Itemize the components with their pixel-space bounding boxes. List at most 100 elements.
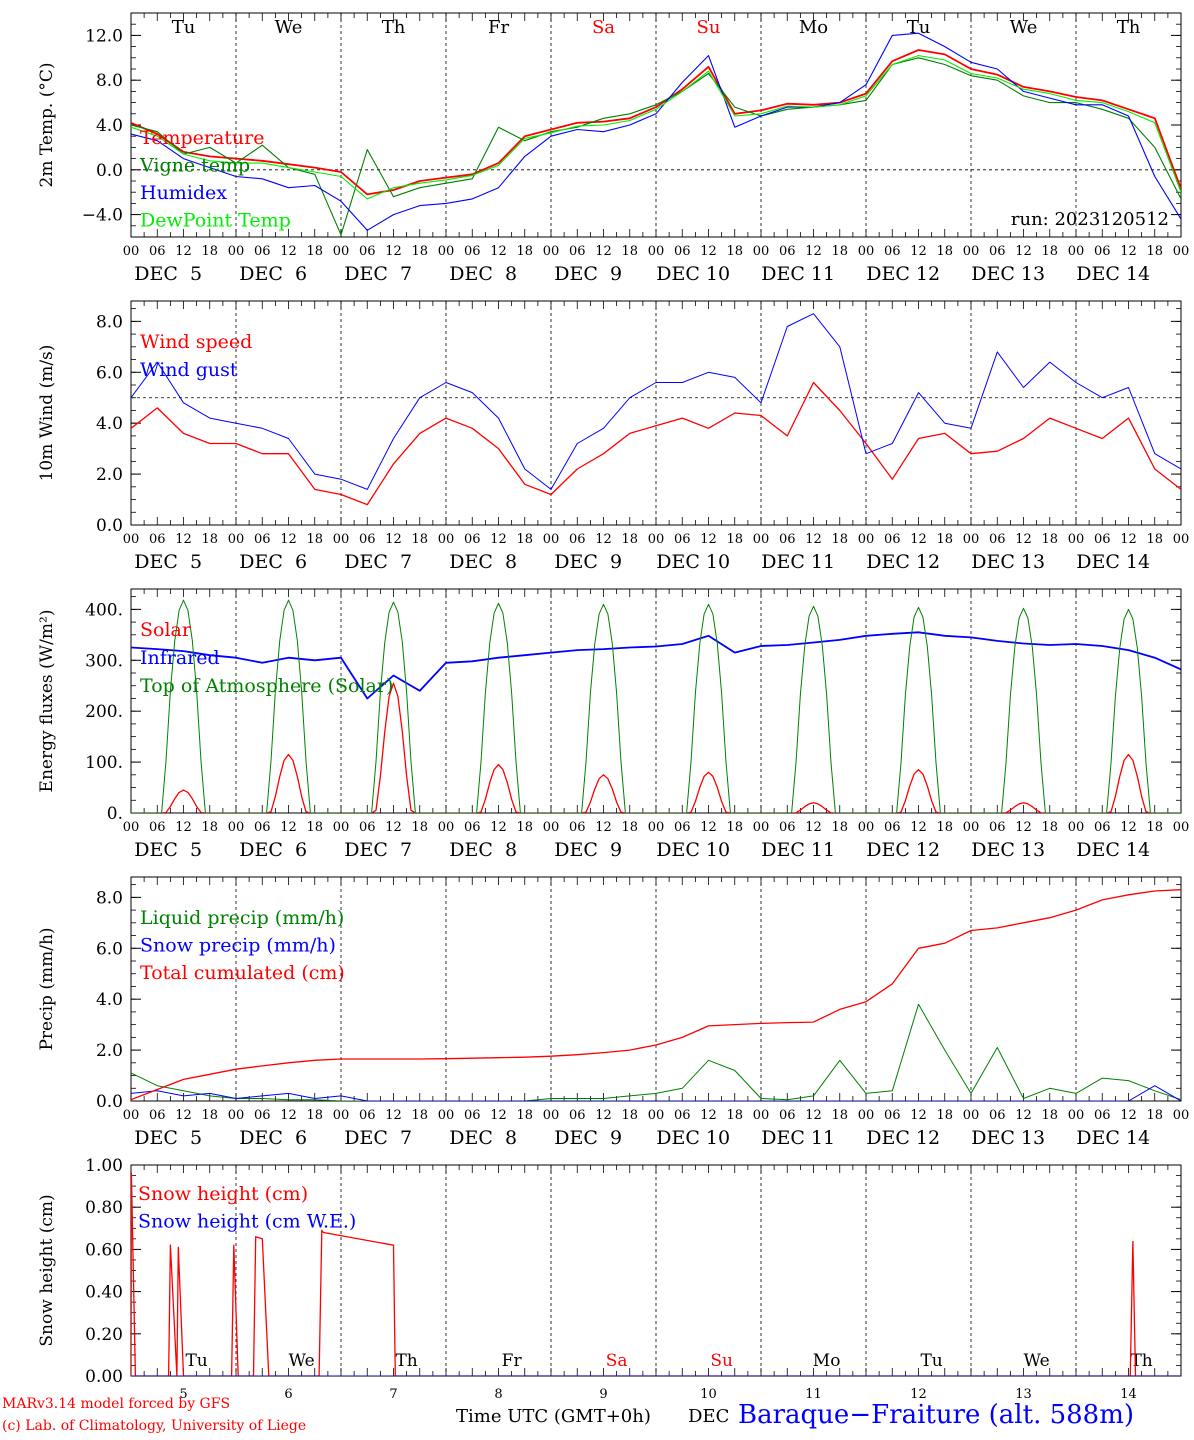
y-axis-title: Snow height (cm) — [37, 1194, 57, 1346]
hour-tick-label: 18 — [621, 532, 638, 547]
date-label: DEC 6 — [239, 839, 307, 861]
weekday-label: Sa — [606, 1351, 628, 1371]
panel-3: 0. 100. 200. 300. 400. Energy fluxes (W/m²) 00… — [37, 588, 1189, 861]
weekday-label: We — [1024, 1351, 1050, 1371]
hour-tick-label: 18 — [516, 532, 533, 547]
hour-tick-label: 06 — [884, 820, 901, 835]
date-label: DEC 11 — [761, 551, 835, 573]
hour-tick-label: 06 — [149, 820, 166, 835]
hour-tick-label: 06 — [884, 532, 901, 547]
hour-tick-label: 00 — [438, 820, 455, 835]
hour-tick-label: 06 — [674, 244, 691, 259]
hour-tick-label: 18 — [936, 820, 953, 835]
weekday-label: Tu — [907, 17, 931, 38]
hour-tick-label: 00 — [963, 1108, 980, 1123]
hour-tick-label: 18 — [936, 532, 953, 547]
hour-tick-label: 00 — [228, 532, 245, 547]
hour-tick-label: 06 — [674, 1108, 691, 1123]
plot-frame — [130, 12, 1182, 238]
y-tick-label: 100. — [85, 753, 123, 773]
legend-entry: Temperature — [140, 127, 264, 149]
hour-tick-label: 00 — [648, 1108, 665, 1123]
hour-tick-label: 06 — [989, 244, 1006, 259]
hour-tick-label: 12 — [280, 532, 297, 547]
hour-tick-label: 18 — [1146, 820, 1163, 835]
weekday-label: Fr — [488, 17, 509, 38]
hour-tick-label: 18 — [1041, 244, 1058, 259]
hour-tick-label: 18 — [306, 820, 323, 835]
hour-tick-label: 18 — [1041, 820, 1058, 835]
weekday-label: We — [289, 1351, 315, 1371]
hour-tick-label: 06 — [569, 1108, 586, 1123]
hour-tick-label: 12 — [1120, 532, 1137, 547]
y-tick-label: 1.00 — [85, 1156, 123, 1176]
hour-tick-label: 12 — [280, 820, 297, 835]
hour-tick-label: 06 — [254, 1108, 271, 1123]
hour-tick-label: 06 — [254, 532, 271, 547]
date-label: DEC 9 — [554, 551, 622, 573]
hour-tick-label: 00 — [543, 532, 560, 547]
date-label: DEC 5 — [134, 263, 202, 285]
day-number-label: 13 — [1015, 1387, 1032, 1402]
y-tick-label: 0.0 — [96, 516, 123, 536]
hour-tick-label: 00 — [1068, 532, 1085, 547]
hour-tick-label: 18 — [201, 532, 218, 547]
series-line-2 — [131, 313, 1181, 490]
hour-tick-label: 00 — [858, 244, 875, 259]
credit-line-1: MARv3.14 model forced by GFS — [2, 1396, 231, 1412]
y-tick-label: 300. — [85, 651, 123, 671]
series-line-1 — [131, 1172, 1181, 1376]
legend-entry: Infrared — [140, 647, 220, 669]
y-tick-label: 4.0 — [96, 116, 123, 136]
date-label: DEC 14 — [1076, 263, 1150, 285]
hour-tick-label: 06 — [884, 1108, 901, 1123]
date-label: DEC 14 — [1076, 551, 1150, 573]
date-label: DEC 7 — [344, 839, 412, 861]
date-label: DEC 10 — [656, 1127, 730, 1149]
legend-entry: Snow height (cm W.E.) — [138, 1211, 356, 1233]
series-line-2 — [131, 1085, 1181, 1101]
hour-tick-label: 12 — [1015, 820, 1032, 835]
hour-tick-label: 06 — [359, 244, 376, 259]
hour-tick-label: 06 — [1094, 532, 1111, 547]
run-annotation: run: 2023120512 — [1011, 209, 1169, 230]
hour-tick-label: 12 — [1120, 820, 1137, 835]
legend-entry: Solar — [140, 619, 192, 641]
hour-tick-label: 12 — [910, 532, 927, 547]
hour-tick-label: 12 — [385, 532, 402, 547]
hour-tick-label: 18 — [306, 244, 323, 259]
hour-tick-label: 06 — [779, 820, 796, 835]
panel-5: 0.00 0.20 0.40 0.60 0.80 1.00 Snow height (cm)… — [37, 1156, 1182, 1402]
hour-tick-label: 12 — [385, 820, 402, 835]
weekday-label: Th — [395, 1351, 417, 1371]
y-axis-title: 10m Wind (m/s) — [37, 345, 57, 482]
date-label: DEC 9 — [554, 839, 622, 861]
hour-tick-label: 18 — [516, 1108, 533, 1123]
hour-tick-label: 06 — [149, 244, 166, 259]
series-line-3 — [131, 599, 1181, 813]
plot-frame — [130, 588, 1182, 814]
hour-tick-label: 06 — [359, 532, 376, 547]
hour-tick-label: 18 — [306, 1108, 323, 1123]
hour-tick-label: 12 — [280, 1108, 297, 1123]
y-tick-label: 0.00 — [85, 1367, 123, 1387]
y-tick-label: 0.0 — [96, 161, 123, 181]
hour-tick-label: 18 — [831, 1108, 848, 1123]
hour-tick-label: 06 — [464, 820, 481, 835]
hour-tick-label: 18 — [516, 820, 533, 835]
series-line-3 — [131, 889, 1181, 1101]
day-number-label: 6 — [284, 1387, 292, 1402]
weekday-label: We — [1010, 17, 1038, 38]
weekday-label: Th — [382, 17, 406, 38]
date-label: DEC 5 — [134, 1127, 202, 1149]
date-label: DEC 14 — [1076, 1127, 1150, 1149]
legend-entry: Snow height (cm) — [138, 1183, 308, 1205]
time-axis-label: Time UTC (GMT+0h) — [456, 1406, 651, 1427]
hour-tick-label: 06 — [674, 820, 691, 835]
legend-entry: Top of Atmosphere (Solar) — [140, 675, 393, 697]
series-line-1 — [131, 49, 1181, 196]
weekday-label: Tu — [185, 1351, 207, 1371]
y-tick-label: 400. — [85, 600, 123, 620]
hour-tick-label: 06 — [149, 532, 166, 547]
